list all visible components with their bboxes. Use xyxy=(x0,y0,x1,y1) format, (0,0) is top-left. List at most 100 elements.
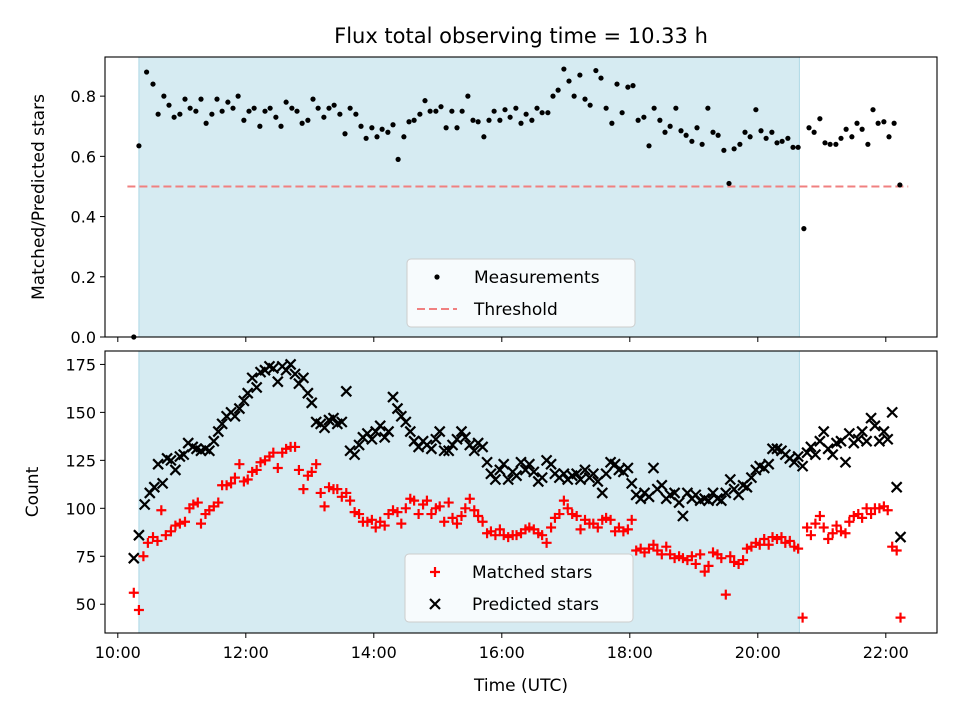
data-point xyxy=(619,110,625,116)
data-point xyxy=(203,444,216,457)
data-point xyxy=(598,75,604,81)
data-point xyxy=(753,107,759,113)
data-point xyxy=(838,135,844,141)
axes-frame xyxy=(104,350,938,634)
data-point xyxy=(272,463,283,474)
data-point xyxy=(528,466,540,478)
data-point xyxy=(715,494,728,507)
data-point xyxy=(785,135,791,141)
data-point xyxy=(745,471,758,484)
y-tick-label: 75 xyxy=(76,547,96,566)
data-point xyxy=(390,122,396,128)
data-point xyxy=(833,141,839,147)
data-point xyxy=(459,431,472,444)
data-point xyxy=(385,129,391,135)
data-point xyxy=(345,495,356,506)
data-point xyxy=(801,226,807,232)
data-point xyxy=(128,552,140,564)
data-point xyxy=(156,477,169,490)
data-point xyxy=(550,93,556,99)
data-point xyxy=(731,146,737,152)
data-point xyxy=(225,99,231,105)
data-point xyxy=(165,454,177,467)
data-point xyxy=(353,439,365,451)
data-point xyxy=(703,560,714,571)
data-point xyxy=(327,412,340,424)
data-point xyxy=(362,516,373,527)
data-point xyxy=(694,125,700,131)
data-point xyxy=(503,532,514,543)
data-point xyxy=(299,120,305,126)
data-point xyxy=(763,135,769,141)
data-point xyxy=(473,510,484,521)
data-point xyxy=(763,539,774,550)
data-point xyxy=(577,72,583,78)
data-point xyxy=(336,416,348,428)
data-point xyxy=(400,503,411,514)
data-point xyxy=(541,537,552,548)
data-point xyxy=(510,469,523,482)
data-point xyxy=(196,518,206,529)
data-point xyxy=(221,480,232,491)
legend-marker xyxy=(429,598,441,610)
data-point xyxy=(518,120,524,126)
data-point xyxy=(395,156,401,162)
data-point xyxy=(251,464,262,475)
data-point xyxy=(169,464,182,476)
data-point xyxy=(802,522,813,533)
data-point xyxy=(657,117,663,123)
series-measurements xyxy=(131,66,903,340)
data-point xyxy=(161,93,167,99)
data-point xyxy=(447,512,458,523)
data-point xyxy=(470,117,476,123)
data-point xyxy=(235,93,241,99)
data-point xyxy=(502,107,508,113)
data-point xyxy=(673,105,679,111)
data-point xyxy=(289,105,295,111)
data-point xyxy=(780,537,791,548)
legend-marker xyxy=(430,567,440,577)
data-point xyxy=(369,125,375,131)
data-point xyxy=(881,119,887,125)
legend-label: Measurements xyxy=(474,268,600,288)
data-point xyxy=(705,105,711,111)
data-point xyxy=(741,543,752,554)
data-point xyxy=(305,397,318,409)
data-point xyxy=(558,495,569,506)
data-point xyxy=(677,510,689,522)
data-point xyxy=(165,526,176,537)
data-point xyxy=(156,505,167,516)
data-point xyxy=(267,105,273,111)
data-point xyxy=(468,444,481,457)
data-point xyxy=(810,518,821,529)
data-point xyxy=(214,96,220,102)
data-point xyxy=(894,531,907,543)
data-point xyxy=(379,520,390,531)
data-point xyxy=(281,443,292,454)
data-point xyxy=(874,503,885,514)
data-point xyxy=(839,456,852,469)
data-point xyxy=(421,495,432,506)
data-point xyxy=(738,555,749,566)
data-point xyxy=(843,126,849,132)
data-point xyxy=(795,144,801,150)
y-axis-label: Matched/Predicted stars xyxy=(29,94,49,300)
data-point xyxy=(142,537,153,548)
data-point xyxy=(886,406,898,419)
data-point xyxy=(148,481,161,493)
data-point xyxy=(166,102,172,108)
data-point xyxy=(699,566,710,577)
data-point xyxy=(502,473,514,486)
data-point xyxy=(827,141,833,147)
legend-box xyxy=(406,258,636,328)
data-point xyxy=(605,514,616,525)
data-point xyxy=(198,96,204,102)
data-point xyxy=(529,117,535,123)
data-point xyxy=(634,492,647,505)
data-point xyxy=(890,481,903,493)
series-predicted-stars xyxy=(128,358,907,564)
data-point xyxy=(170,520,181,531)
data-point xyxy=(891,545,902,556)
